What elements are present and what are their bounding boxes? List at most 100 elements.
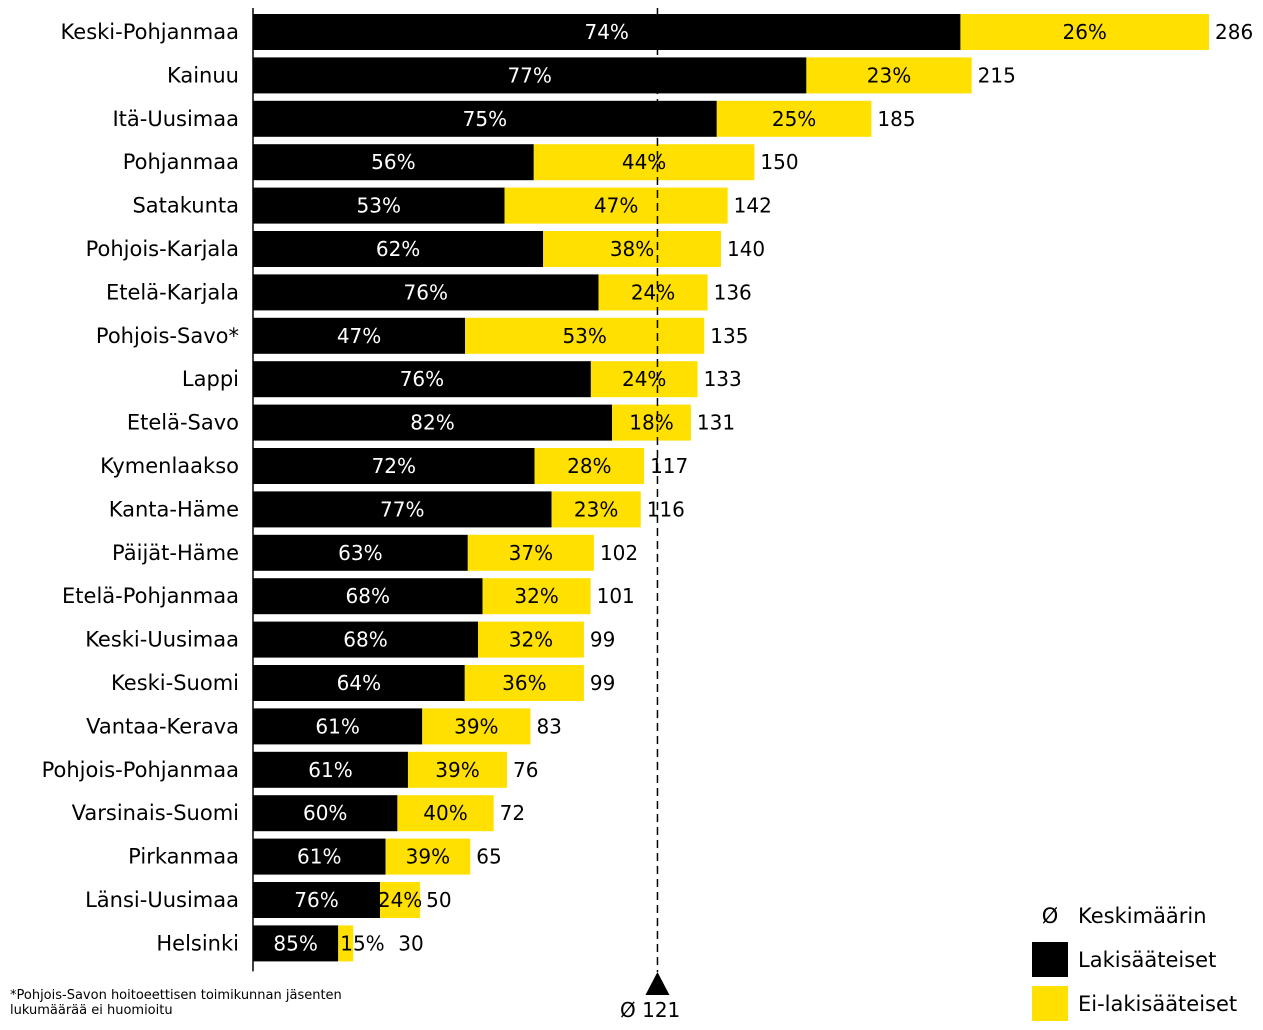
percent-label-ei-lakisaateiset: 26%	[1062, 20, 1106, 44]
bar-lakisaateiset	[253, 14, 961, 50]
average-label: Ø 121	[620, 998, 681, 1022]
category-label: Helsinki	[156, 931, 239, 955]
category-label: Keski-Uusimaa	[85, 628, 239, 652]
bar-lakisaateiset	[253, 404, 613, 441]
percent-label-lakisaateiset: 77%	[380, 497, 424, 521]
bar-lakisaateiset	[253, 665, 465, 701]
category-label: Länsi-Uusimaa	[85, 888, 239, 912]
average-symbol: Ø	[1041, 903, 1059, 928]
category-label: Pohjois-Pohjanmaa	[42, 758, 239, 782]
total-label: 135	[710, 324, 748, 348]
percent-label-lakisaateiset: 76%	[294, 888, 338, 912]
bar-ei-lakisaateiset	[467, 534, 594, 571]
total-label: 50	[426, 888, 451, 912]
legend-item-lakisaateiset: Lakisääteiset	[1032, 942, 1237, 977]
percent-label-lakisaateiset: 68%	[343, 628, 387, 652]
total-label: 99	[590, 671, 615, 695]
percent-label-ei-lakisaateiset: 18%	[629, 411, 673, 435]
bar-lakisaateiset	[253, 491, 552, 528]
percent-label-ei-lakisaateiset: 40%	[423, 801, 467, 825]
percent-label-lakisaateiset: 63%	[338, 541, 382, 565]
legend-ei-lakisaateiset-label: Ei-lakisääteiset	[1078, 991, 1238, 1016]
footnote: *Pohjois-Savon hoitoeettisen toimikunnan…	[10, 988, 342, 1018]
bar-lakisaateiset	[253, 838, 386, 875]
percent-label-lakisaateiset: 68%	[346, 584, 390, 608]
percent-label-ei-lakisaateiset: 24%	[378, 888, 422, 912]
category-label: Kymenlaakso	[100, 454, 239, 478]
bar-lakisaateiset	[253, 274, 599, 311]
percent-label-lakisaateiset: 72%	[372, 454, 416, 478]
total-label: 102	[600, 541, 638, 565]
percent-label-lakisaateiset: 77%	[507, 63, 551, 87]
percent-label-lakisaateiset: 61%	[297, 845, 341, 869]
percent-label-ei-lakisaateiset: 47%	[594, 194, 638, 218]
bar-ei-lakisaateiset	[422, 708, 531, 745]
bar-ei-lakisaateiset	[504, 187, 728, 224]
bar-ei-lakisaateiset	[716, 100, 872, 137]
legend-swatch-yellow	[1032, 986, 1068, 1021]
category-label: Etelä-Savo	[127, 411, 239, 435]
category-label: Päijät-Häme	[112, 541, 239, 565]
total-label: 83	[536, 714, 561, 738]
percent-label-lakisaateiset: 76%	[404, 280, 448, 304]
bar-ei-lakisaateiset	[612, 404, 691, 441]
total-label: 286	[1215, 20, 1253, 44]
percent-label-lakisaateiset: 61%	[308, 758, 352, 782]
category-label: Keski-Pohjanmaa	[61, 20, 239, 44]
legend-average-label: Keskimäärin	[1078, 903, 1207, 928]
category-label: Itä-Uusimaa	[112, 107, 239, 131]
total-label: 117	[650, 454, 688, 478]
percent-label-lakisaateiset: 47%	[337, 324, 381, 348]
percent-label-ei-lakisaateiset: 32%	[509, 628, 553, 652]
percent-label-ei-lakisaateiset: 23%	[574, 497, 618, 521]
bar-lakisaateiset	[253, 361, 591, 398]
category-label: Vantaa-Kerava	[86, 714, 239, 738]
category-label: Pirkanmaa	[128, 845, 239, 869]
bar-ei-lakisaateiset	[465, 317, 705, 354]
bar-ei-lakisaateiset	[464, 665, 584, 701]
percent-label-lakisaateiset: 62%	[376, 237, 420, 261]
bar-lakisaateiset	[253, 578, 483, 615]
percent-label-lakisaateiset: 75%	[463, 107, 507, 131]
percent-label-lakisaateiset: 76%	[400, 367, 444, 391]
total-label: 65	[476, 845, 501, 869]
bar-ei-lakisaateiset	[482, 578, 591, 615]
total-label: 76	[513, 758, 538, 782]
average-marker-icon	[645, 972, 670, 995]
percent-label-lakisaateiset: 53%	[357, 194, 401, 218]
total-label: 101	[597, 584, 635, 608]
bar-lakisaateiset	[253, 621, 479, 658]
bar-ei-lakisaateiset	[551, 491, 641, 528]
percent-label-ei-lakisaateiset: 37%	[509, 541, 553, 565]
legend: Ø Keskimäärin Lakisääteiset Ei-lakisääte…	[1032, 898, 1237, 1030]
percent-label-ei-lakisaateiset: 28%	[567, 454, 611, 478]
percent-label-lakisaateiset: 56%	[371, 150, 415, 174]
bar-ei-lakisaateiset	[338, 925, 354, 962]
percent-label-lakisaateiset: 61%	[315, 714, 359, 738]
bar-ei-lakisaateiset	[960, 14, 1209, 50]
bar-lakisaateiset	[253, 187, 505, 224]
category-label: Kanta-Häme	[109, 497, 239, 521]
total-label: 30	[398, 931, 423, 955]
category-label: Varsinais-Suomi	[72, 801, 239, 825]
percent-label-lakisaateiset: 82%	[410, 411, 454, 435]
bar-ei-lakisaateiset	[806, 57, 972, 94]
category-label: Etelä-Karjala	[106, 280, 239, 304]
total-label: 140	[727, 237, 765, 261]
percent-label-lakisaateiset: 60%	[303, 801, 347, 825]
percent-label-ei-lakisaateiset: 24%	[631, 280, 675, 304]
total-label: 99	[590, 628, 615, 652]
percent-label-ei-lakisaateiset: 44%	[622, 150, 666, 174]
percent-label-ei-lakisaateiset: 25%	[772, 107, 816, 131]
bar-ei-lakisaateiset	[478, 621, 584, 658]
total-label: 142	[734, 194, 772, 218]
bar-ei-lakisaateiset	[533, 144, 755, 181]
percent-label-ei-lakisaateiset: 39%	[454, 714, 498, 738]
bar-ei-lakisaateiset	[397, 795, 494, 832]
bar-lakisaateiset	[253, 231, 544, 267]
bar-lakisaateiset	[253, 534, 468, 571]
percent-label-ei-lakisaateiset: 36%	[502, 671, 546, 695]
percent-label-ei-lakisaateiset: 24%	[622, 367, 666, 391]
bar-ei-lakisaateiset	[598, 274, 708, 311]
